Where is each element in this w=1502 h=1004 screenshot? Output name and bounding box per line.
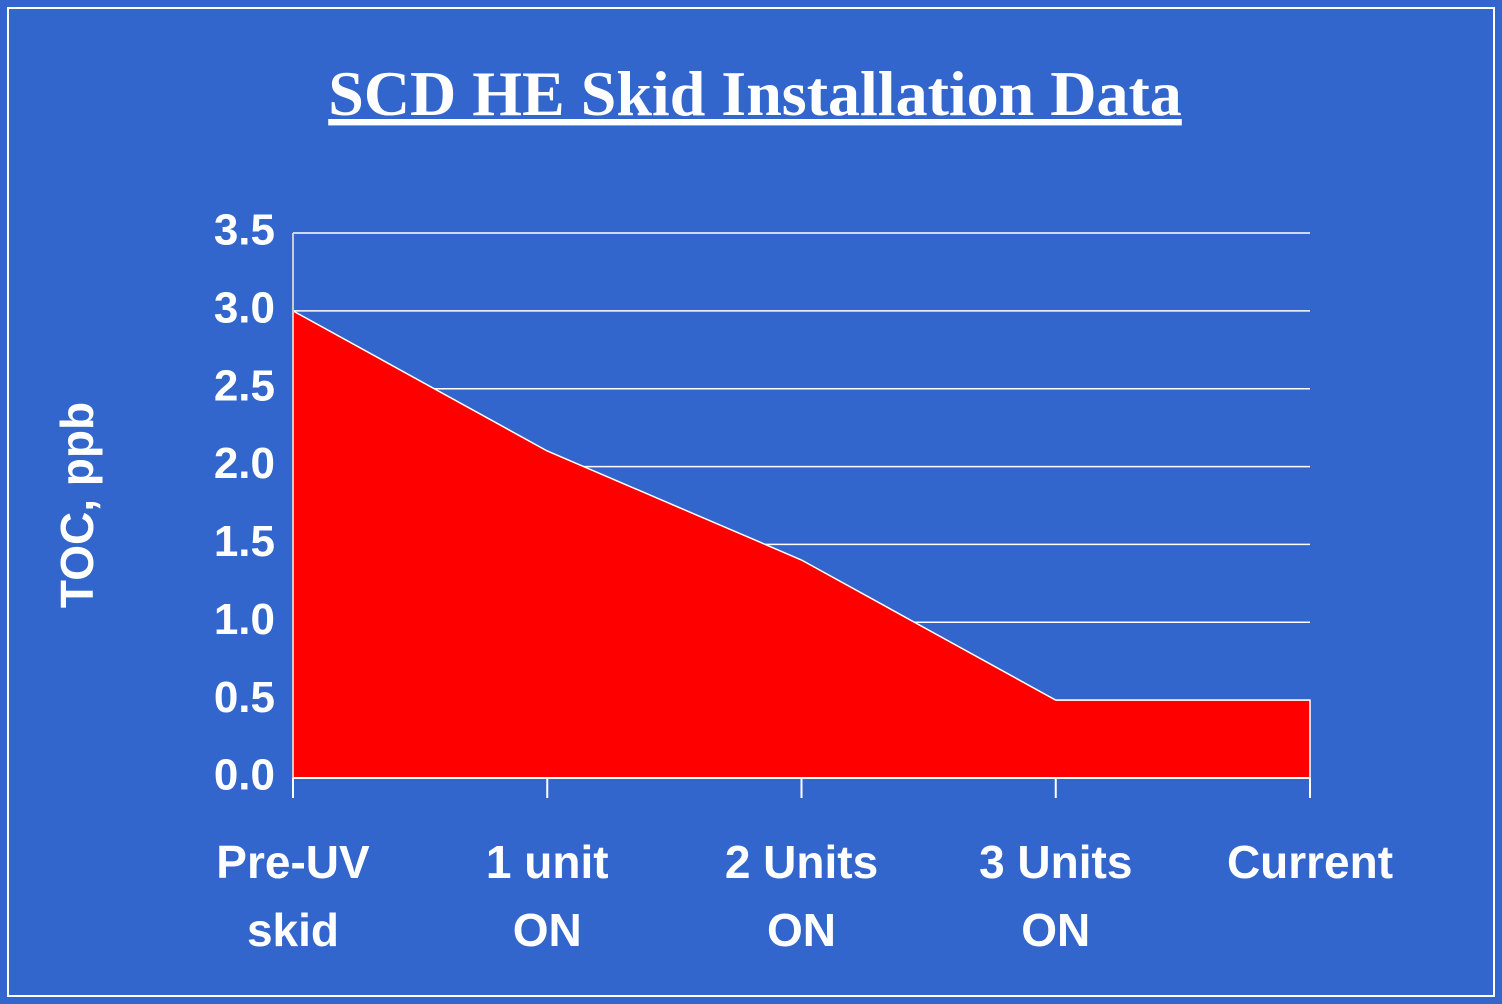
- chart-title: SCD HE Skid Installation Data: [328, 58, 1182, 129]
- x-tick-label: Pre-UV skid: [216, 836, 370, 956]
- y-axis-label: TOC, ppb: [51, 402, 103, 608]
- y-tick-label: 3.5: [214, 206, 275, 255]
- y-tick-label: 3.0: [214, 283, 275, 332]
- y-tick-label: 0.5: [214, 673, 275, 722]
- y-tick-label: 2.5: [214, 361, 275, 410]
- x-tick-label: 1 unit ON: [486, 836, 609, 956]
- x-tick-label: 2 Units ON: [725, 836, 878, 956]
- x-tick-label: Current: [1227, 836, 1393, 888]
- y-tick-label: 2.0: [214, 439, 275, 488]
- x-tick-label: 3 Units ON: [979, 836, 1132, 956]
- y-tick-label: 1.0: [214, 595, 275, 644]
- frame: [7, 7, 1495, 997]
- y-tick-label: 0.0: [214, 751, 275, 800]
- area: [292, 309, 1311, 779]
- y-tick-label: 1.5: [214, 517, 275, 566]
